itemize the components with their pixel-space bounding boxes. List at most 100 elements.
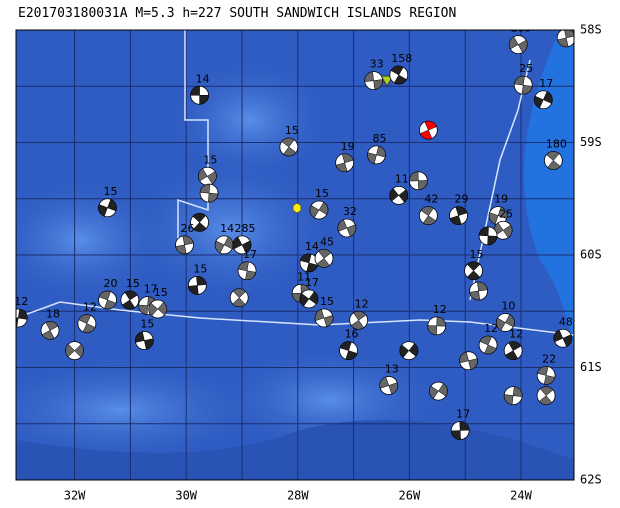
depth-label: 15 [203,153,217,166]
beachball-quadrant [429,383,448,399]
beachball-quadrant [514,75,533,95]
beachball-quadrant [466,261,481,280]
focal-mechanism [187,275,207,295]
beachball-quadrant [309,201,329,219]
lon-tick-label: 26W [399,489,421,503]
focal-mechanism [364,71,384,91]
depth-label: 19 [341,140,355,153]
beachball-quadrant [399,343,419,358]
beachball-quadrant [16,308,28,328]
depth-label: 26 [181,222,195,235]
beachball-quadrant [299,291,319,307]
focal-mechanism [77,314,97,334]
beachball-quadrant [188,276,207,295]
depth-label: 14 [220,222,234,235]
beachball-quadrant [339,341,358,360]
depth-label: 19 [494,193,508,206]
beachball-quadrant [98,199,117,217]
focal-mechanism [556,30,574,48]
beachball-quadrant [335,153,354,172]
focal-mechanism [536,365,556,385]
focal-mechanism [134,331,154,350]
lat-tick-label: 61S [580,360,602,374]
depth-label: 42 [424,193,438,206]
focal-mechanism [469,281,488,301]
focal-mechanism [533,90,553,110]
depth-label: 29 [454,193,468,206]
beachball-quadrant [121,290,138,310]
beachball-quadrant [135,331,154,350]
depth-label: 15 [320,295,334,308]
depth-label: 15 [104,185,118,198]
focal-mechanism [389,185,409,205]
depth-label: 10 [501,300,515,313]
focal-mechanism [543,151,563,170]
beachball-quadrant [459,351,478,370]
beachball-quadrant [390,65,407,85]
beachball-quadrant [478,226,498,246]
focal-mechanism [98,290,117,310]
depth-label: 15 [193,262,207,275]
focal-mechanism [488,206,508,226]
depth-label: 15 [154,286,168,299]
beachball-quadrant [232,288,247,307]
focal-mechanism [493,220,513,240]
focal-mechanism [120,290,140,310]
focal-mechanism [40,320,60,340]
lat-tick-label: 62S [580,473,602,487]
focal-mechanism [337,218,357,238]
beachball-quadrant [148,301,167,317]
depth-label: 15 [315,187,329,200]
lat-tick-label: 59S [580,135,602,149]
focal-mechanism [503,341,523,361]
beachball-quadrant [65,343,84,358]
beachball-quadrant [237,261,257,280]
focal-mechanism [429,381,448,401]
focal-mechanism [190,85,209,105]
beachball-quadrant [537,366,556,385]
focal-mechanism [553,328,573,348]
focal-mechanism [175,235,194,255]
focal-mechanism [478,226,498,246]
beachball-quadrant [419,120,437,140]
lat-tick-label: 60S [580,248,602,262]
depth-label: 14 [196,72,210,85]
beachball-quadrant [409,171,428,191]
depth-label: 15 [285,124,299,137]
depth-label: 20 [104,277,118,290]
depth-label: 14 [305,240,319,253]
beachball-quadrant [364,71,383,90]
focal-mechanism [464,261,483,281]
beachball-quadrant [314,309,334,327]
focal-mechanism [379,376,399,395]
focal-mechanism [408,171,428,191]
beachball-quadrant [420,206,437,225]
beachball-quadrant [508,36,528,53]
focal-mechanism [449,206,468,226]
focal-mechanism [279,137,299,157]
depth-label: 17 [243,248,257,261]
depth-label: 25 [499,207,513,220]
focal-mechanism [349,310,369,330]
lon-tick-label: 28W [287,489,309,503]
beachball-quadrant [192,213,207,232]
beachball-quadrant [78,314,96,333]
depth-label: 17 [305,276,319,289]
beachball-quadrant [538,386,554,405]
focal-mechanism [478,335,498,355]
depth-label: 16 [345,328,359,341]
depth-label: 25 [519,62,533,75]
beachball-quadrant [379,376,398,395]
focal-mechanism [335,153,355,173]
lon-tick-label: 24W [510,489,532,503]
beachball-quadrant [503,386,523,405]
focal-mechanism [399,341,419,361]
focal-mechanism [197,166,217,186]
beachball-quadrant [350,311,367,330]
beachball-quadrant [175,235,194,255]
beachball-quadrant [198,168,217,185]
focal-mechanism [418,120,438,140]
focal-mechanism [495,313,515,332]
lon-tick-label: 32W [64,489,86,503]
